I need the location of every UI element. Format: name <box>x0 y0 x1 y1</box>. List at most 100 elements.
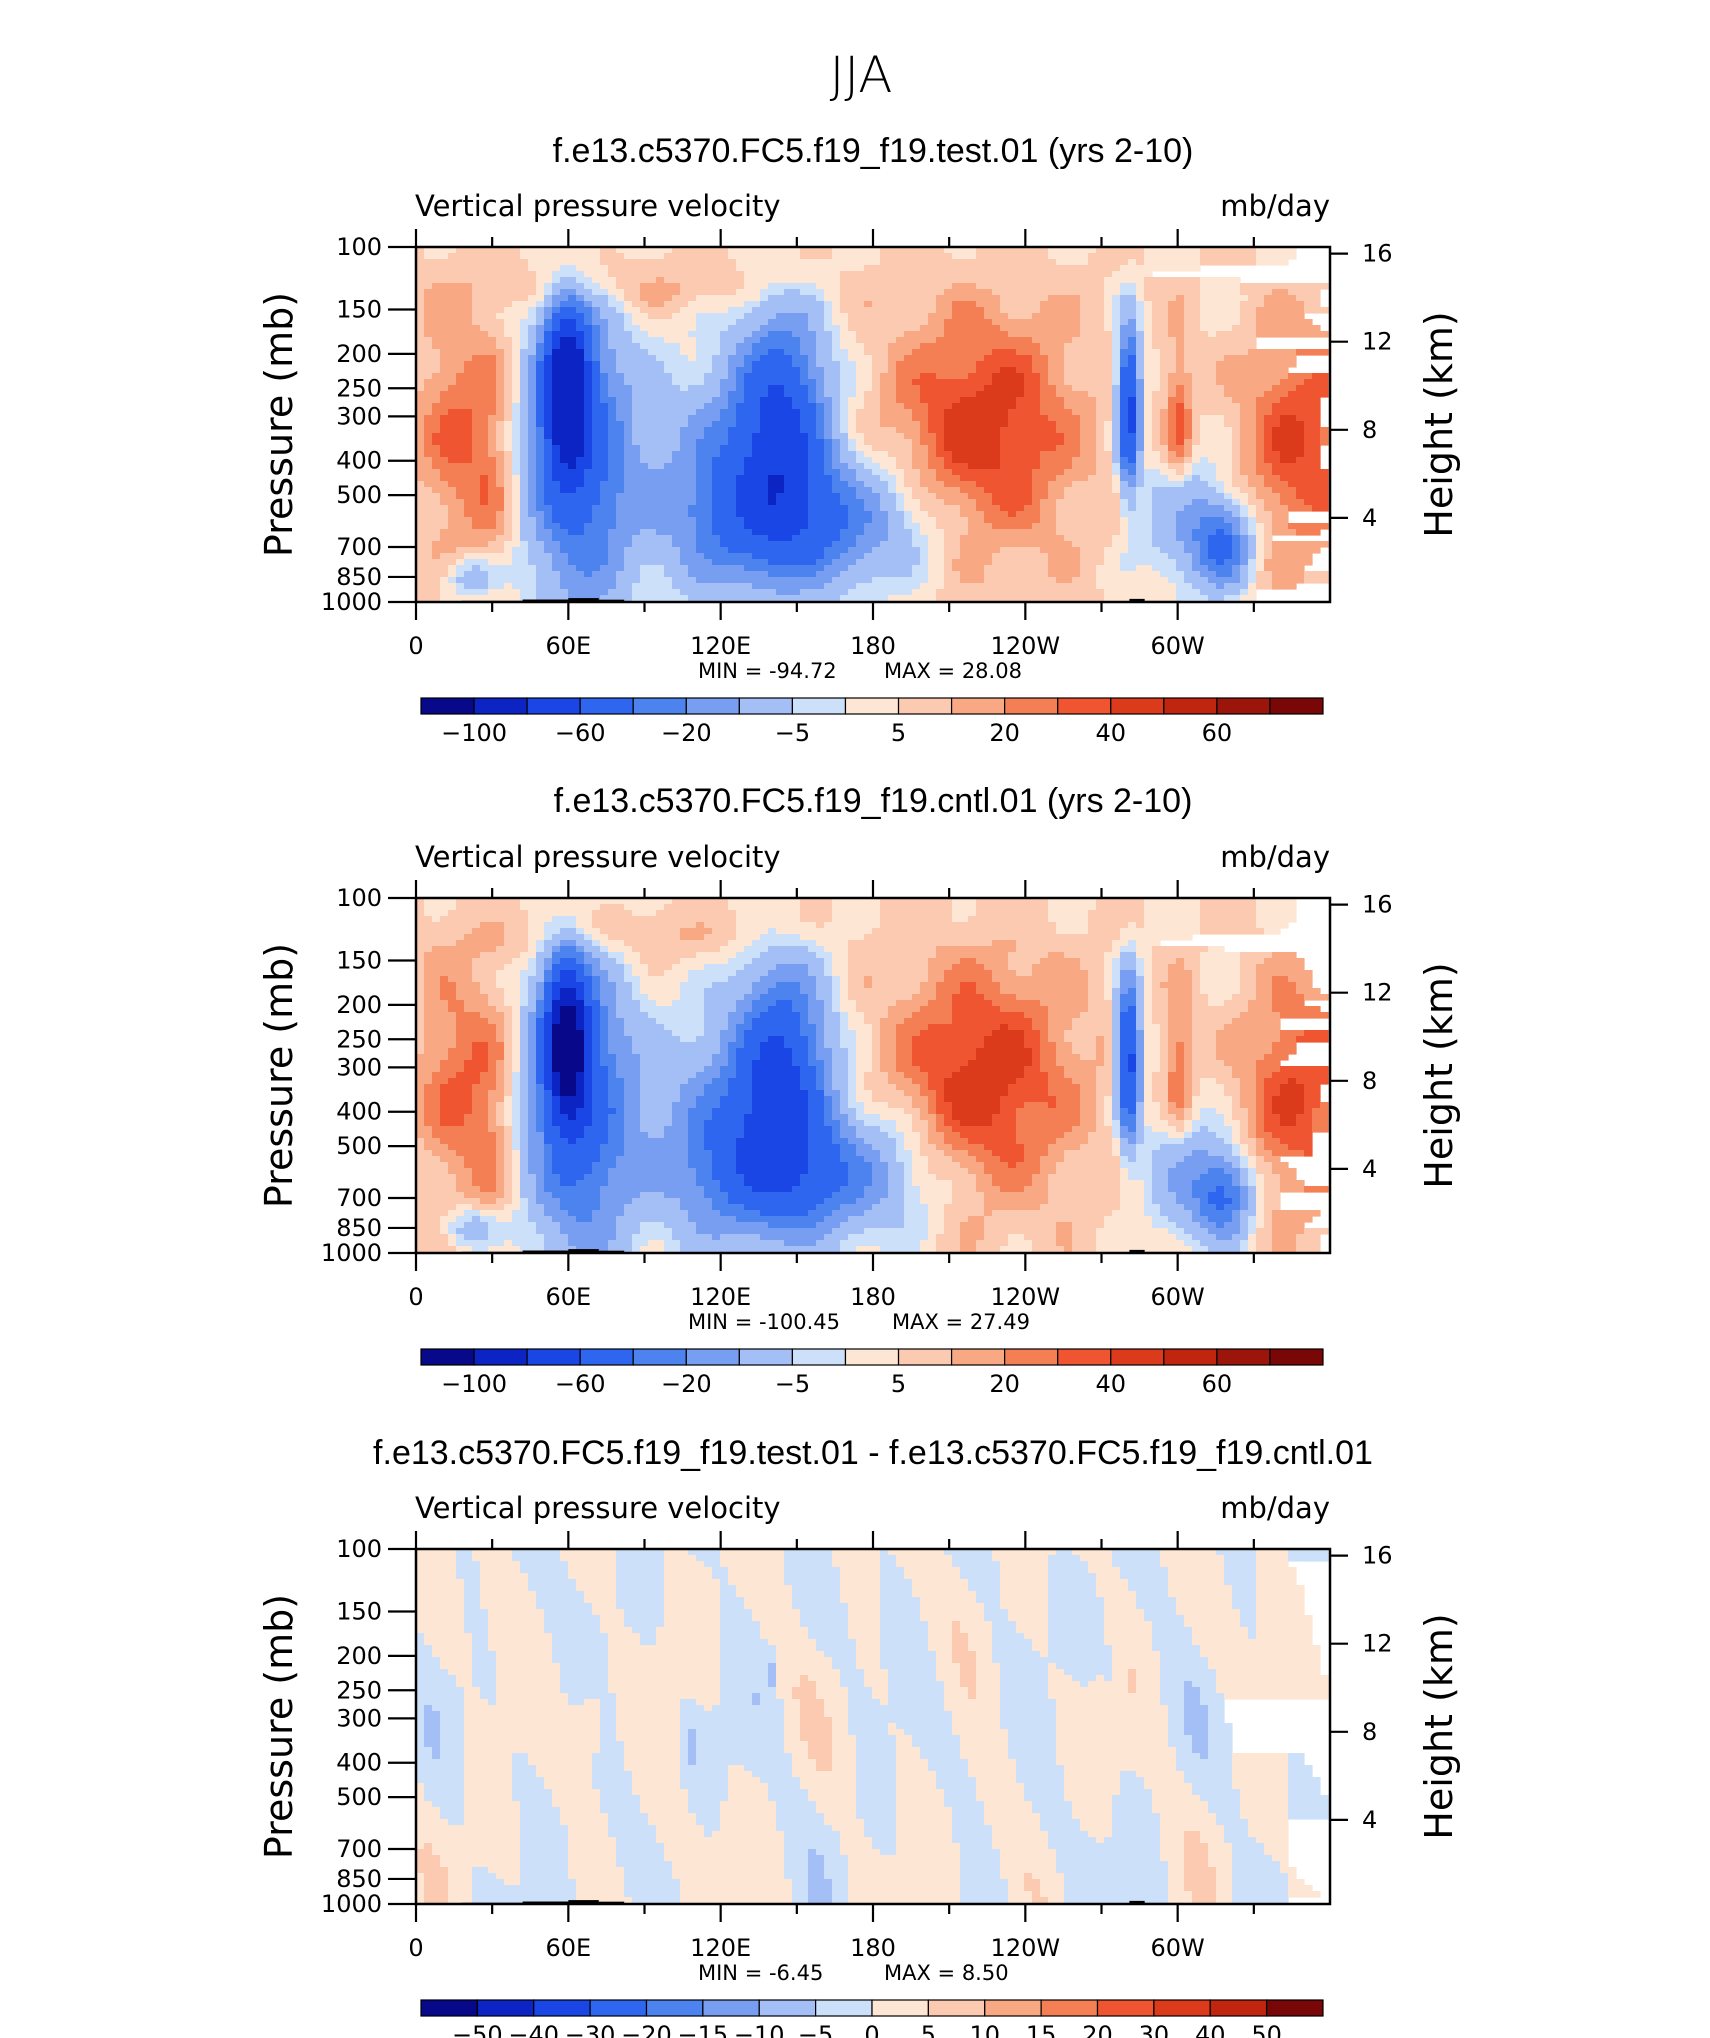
contour-cell <box>1112 1102 1121 1109</box>
contour-cell <box>600 946 609 953</box>
contour-cell <box>416 1162 449 1169</box>
contour-cell <box>664 1126 689 1133</box>
contour-cell <box>1112 409 1121 416</box>
contour-cell <box>1144 1126 1153 1133</box>
contour-cell <box>552 1096 561 1103</box>
contour-cell <box>1184 409 1193 416</box>
contour-cell <box>632 385 681 392</box>
contour-cell <box>600 1144 625 1151</box>
contour-cell <box>512 1036 521 1043</box>
contour-cell <box>1232 571 1241 578</box>
contour-cell <box>728 1567 785 1574</box>
contour-cell <box>504 1042 513 1049</box>
contour-cell <box>1008 409 1041 416</box>
contour-cell <box>904 1132 921 1139</box>
contour-cell <box>416 403 433 410</box>
contour-cell <box>912 1012 953 1019</box>
contour-cell <box>1120 481 1129 488</box>
contour-cell <box>520 1567 569 1574</box>
contour-cell <box>480 1579 529 1586</box>
contour-cell <box>728 355 745 362</box>
contour-cell <box>832 559 857 566</box>
contour-cell <box>808 1144 841 1151</box>
contour-cell <box>1256 403 1273 410</box>
contour-cell <box>832 337 841 344</box>
contour-cell <box>608 409 617 416</box>
contour-cell <box>912 994 937 1001</box>
contour-cell <box>824 1024 841 1031</box>
contour-cell <box>736 1006 753 1013</box>
contour-cell <box>824 1012 841 1019</box>
contour-cell <box>840 571 913 578</box>
contour-cell <box>712 529 753 536</box>
contour-cell <box>1120 988 1129 995</box>
contour-cell <box>952 1000 993 1007</box>
contour-cell <box>1160 439 1169 446</box>
contour-cell <box>544 964 553 971</box>
height-tick-label: 16 <box>1362 240 1393 268</box>
contour-cell <box>1192 1090 1201 1097</box>
contour-cell <box>1184 958 1201 965</box>
contour-cell <box>584 970 593 977</box>
contour-cell <box>912 439 921 446</box>
contour-cell <box>1008 964 1033 971</box>
y-axis-label: Pressure (mb) <box>257 943 301 1208</box>
contour-cell <box>744 1180 801 1187</box>
contour-cell <box>1168 1084 1185 1091</box>
contour-cell <box>824 301 833 308</box>
contour-cell <box>1304 445 1321 452</box>
contour-cell <box>1168 313 1185 320</box>
contour-cell <box>936 451 953 458</box>
contour-cell <box>464 1585 481 1592</box>
contour-cell <box>560 976 577 983</box>
contour-cell <box>1104 295 1113 302</box>
contour-cell <box>504 367 513 374</box>
contour-cell <box>992 1180 1033 1187</box>
contour-cell <box>752 1006 769 1013</box>
contour-cell <box>560 1198 601 1205</box>
contour-cell <box>416 325 425 332</box>
contour-cell <box>504 541 521 548</box>
contour-cell <box>1016 1138 1057 1145</box>
contour-cell <box>696 535 721 542</box>
contour-cell <box>1048 1555 1081 1562</box>
contour-cell <box>664 565 689 572</box>
contour-cell <box>424 910 449 917</box>
contour-cell <box>1064 1072 1097 1079</box>
contour-cell <box>824 1096 833 1103</box>
contour-cell <box>1192 1084 1201 1091</box>
contour-cell <box>1184 1138 1225 1145</box>
contour-cell <box>1144 433 1153 440</box>
contour-cell <box>672 1228 697 1235</box>
contour-cell <box>1168 994 1193 1001</box>
contour-cell <box>1112 1018 1121 1025</box>
contour-cell <box>1184 1060 1193 1067</box>
contour-cell <box>592 325 601 332</box>
contour-cell <box>792 1060 809 1067</box>
contour-cell <box>512 457 521 464</box>
contour-cell <box>896 1156 913 1163</box>
contour-cell <box>952 1156 977 1163</box>
contour-cell <box>824 1030 841 1037</box>
contour-cell <box>688 511 713 518</box>
contour-cell <box>1192 1150 1209 1157</box>
contour-cell <box>592 373 601 380</box>
contour-cell <box>696 355 713 362</box>
contour-cell <box>1112 976 1121 983</box>
contour-cell <box>1128 457 1137 464</box>
contour-cell <box>416 1567 457 1574</box>
contour-cell <box>816 1240 841 1247</box>
contour-cell <box>1096 1078 1113 1085</box>
contour-cell <box>1232 493 1249 500</box>
contour-cell <box>504 331 521 338</box>
contour-cell <box>1200 1240 1241 1247</box>
contour-cell <box>688 1216 737 1223</box>
contour-cell <box>824 409 833 416</box>
contour-cell <box>560 928 577 935</box>
contour-cell <box>552 1162 593 1169</box>
contour-cell <box>504 427 513 434</box>
contour-cell <box>680 589 777 596</box>
contour-cell <box>464 1579 481 1586</box>
contour-cell <box>504 1132 513 1139</box>
contour-cell <box>880 421 921 428</box>
